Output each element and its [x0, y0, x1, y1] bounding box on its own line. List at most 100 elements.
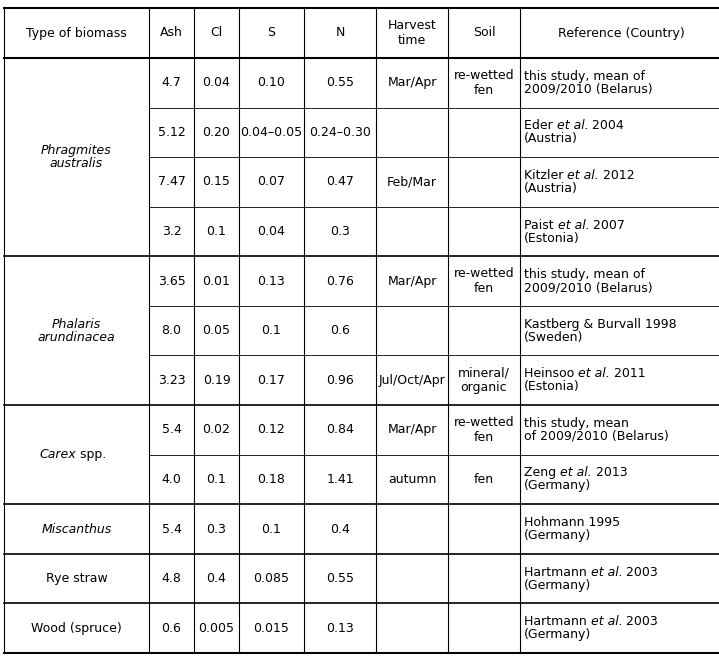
Text: 2009/2010 (Belarus): 2009/2010 (Belarus): [524, 281, 653, 294]
Text: (Austria): (Austria): [524, 132, 578, 145]
Text: 1.41: 1.41: [326, 473, 354, 486]
Text: this study, mean: this study, mean: [524, 417, 629, 430]
Text: re-wetted
fen: re-wetted fen: [454, 267, 514, 295]
Text: 3.23: 3.23: [157, 374, 186, 387]
Text: this study, mean of: this study, mean of: [524, 70, 645, 83]
Text: 0.07: 0.07: [257, 175, 285, 189]
Text: Hartmann: Hartmann: [524, 566, 591, 579]
Text: Mar/Apr: Mar/Apr: [388, 423, 436, 436]
Text: 0.3: 0.3: [206, 522, 226, 535]
Text: (Sweden): (Sweden): [524, 330, 583, 344]
Text: (Estonia): (Estonia): [524, 380, 580, 394]
Text: Cl: Cl: [211, 26, 223, 39]
Text: Reference (Country): Reference (Country): [558, 26, 685, 39]
Text: Miscanthus: Miscanthus: [42, 522, 111, 535]
Text: Hohmann 1995: Hohmann 1995: [524, 516, 620, 529]
Text: re-wetted
fen: re-wetted fen: [454, 416, 514, 444]
Text: 0.96: 0.96: [326, 374, 354, 387]
Text: of 2009/2010 (Belarus): of 2009/2010 (Belarus): [524, 430, 669, 443]
Text: et al.: et al.: [591, 615, 623, 628]
Text: 0.04: 0.04: [257, 225, 285, 238]
Text: 2004: 2004: [588, 120, 624, 132]
Text: Rye straw: Rye straw: [45, 572, 107, 585]
Text: 0.1: 0.1: [206, 473, 226, 486]
Text: Type of biomass: Type of biomass: [26, 26, 127, 39]
Text: 0.20: 0.20: [203, 126, 230, 139]
Text: S: S: [267, 26, 275, 39]
Text: 0.015: 0.015: [254, 622, 290, 635]
Text: Zeng: Zeng: [524, 466, 560, 480]
Text: arundinacea: arundinacea: [37, 330, 115, 344]
Text: 3.2: 3.2: [162, 225, 181, 238]
Text: 3.65: 3.65: [157, 275, 186, 288]
Text: Wood (spruce): Wood (spruce): [31, 622, 122, 635]
Text: 2011: 2011: [610, 367, 646, 380]
Text: (Germany): (Germany): [524, 529, 591, 542]
Text: 0.005: 0.005: [198, 622, 234, 635]
Text: 0.55: 0.55: [326, 76, 354, 89]
Text: Feb/Mar: Feb/Mar: [387, 175, 437, 189]
Text: Hartmann: Hartmann: [524, 615, 591, 628]
Text: et al.: et al.: [591, 566, 623, 579]
Text: Mar/Apr: Mar/Apr: [388, 275, 436, 288]
Text: 2012: 2012: [599, 169, 635, 182]
Text: 7.47: 7.47: [157, 175, 186, 189]
Text: 4.7: 4.7: [162, 76, 181, 89]
Text: 0.84: 0.84: [326, 423, 354, 436]
Text: 4.0: 4.0: [162, 473, 181, 486]
Text: 0.1: 0.1: [206, 225, 226, 238]
Text: 0.15: 0.15: [203, 175, 230, 189]
Text: (Germany): (Germany): [524, 628, 591, 641]
Text: 0.47: 0.47: [326, 175, 354, 189]
Text: Phragmites: Phragmites: [41, 144, 112, 157]
Text: Heinsoo: Heinsoo: [524, 367, 578, 380]
Text: Ash: Ash: [160, 26, 183, 39]
Text: Kitzler: Kitzler: [524, 169, 567, 182]
Text: 0.4: 0.4: [206, 572, 226, 585]
Text: 8.0: 8.0: [162, 324, 181, 337]
Text: et al.: et al.: [557, 120, 588, 132]
Text: 0.13: 0.13: [326, 622, 354, 635]
Text: 2013: 2013: [592, 466, 628, 480]
Text: 0.04–0.05: 0.04–0.05: [240, 126, 303, 139]
Text: Harvest
time: Harvest time: [388, 19, 436, 47]
Text: et al.: et al.: [578, 367, 610, 380]
Text: et al.: et al.: [560, 466, 592, 480]
Text: 5.4: 5.4: [162, 423, 181, 436]
Text: 0.085: 0.085: [254, 572, 290, 585]
Text: 0.6: 0.6: [330, 324, 350, 337]
Text: 0.13: 0.13: [257, 275, 285, 288]
Text: 0.55: 0.55: [326, 572, 354, 585]
Text: re-wetted
fen: re-wetted fen: [454, 69, 514, 97]
Text: 0.4: 0.4: [330, 522, 350, 535]
Text: N: N: [335, 26, 344, 39]
Text: 0.18: 0.18: [257, 473, 285, 486]
Text: 4.8: 4.8: [162, 572, 181, 585]
Text: this study, mean of: this study, mean of: [524, 268, 645, 281]
Text: 2003: 2003: [623, 566, 659, 579]
Text: et al.: et al.: [558, 219, 590, 231]
Text: 0.01: 0.01: [203, 275, 230, 288]
Text: (Germany): (Germany): [524, 480, 591, 493]
Text: 2007: 2007: [590, 219, 626, 231]
Text: 0.02: 0.02: [203, 423, 230, 436]
Text: spp.: spp.: [76, 448, 106, 461]
Text: (Germany): (Germany): [524, 579, 591, 591]
Text: 0.12: 0.12: [257, 423, 285, 436]
Text: 0.19: 0.19: [203, 374, 230, 387]
Text: 0.17: 0.17: [257, 374, 285, 387]
Text: Paist: Paist: [524, 219, 558, 231]
Text: 0.1: 0.1: [262, 324, 281, 337]
Text: Eder: Eder: [524, 120, 557, 132]
Text: et al.: et al.: [567, 169, 599, 182]
Text: fen: fen: [474, 473, 494, 486]
Text: Soil: Soil: [472, 26, 495, 39]
Text: 0.3: 0.3: [330, 225, 350, 238]
Text: (Estonia): (Estonia): [524, 231, 580, 244]
Text: 0.24–0.30: 0.24–0.30: [309, 126, 371, 139]
Text: Mar/Apr: Mar/Apr: [388, 76, 436, 89]
Text: Jul/Oct/Apr: Jul/Oct/Apr: [379, 374, 445, 387]
Text: 0.6: 0.6: [162, 622, 181, 635]
Text: 0.10: 0.10: [257, 76, 285, 89]
Text: 2009/2010 (Belarus): 2009/2010 (Belarus): [524, 83, 653, 96]
